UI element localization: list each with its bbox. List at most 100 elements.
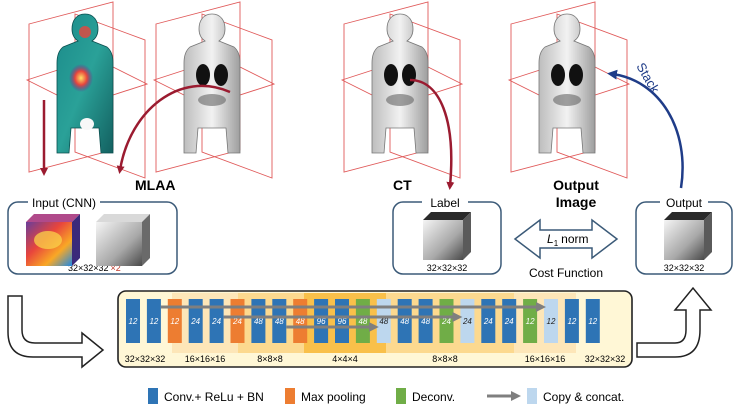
block-rect: [188, 299, 203, 343]
network-block-conv: 24: [481, 299, 496, 343]
ct-body-image: [340, 1, 464, 179]
network-block-conv: 48: [397, 299, 412, 343]
block-value: 24: [211, 317, 221, 326]
block-value: 48: [296, 317, 305, 326]
network-block-conv: 96: [335, 299, 349, 343]
mlaa-atten-body-image: [152, 1, 276, 179]
block-rect: [376, 299, 391, 343]
block-rect: [126, 299, 140, 343]
block-value: 48: [358, 317, 367, 326]
block-rect: [439, 299, 454, 343]
network-block-conv: 24: [188, 299, 203, 343]
block-rect: [209, 299, 224, 343]
network-block-conv: 48: [251, 299, 266, 343]
legend-item-conv: Conv.+ ReLu + BN: [148, 388, 264, 404]
ct-label: CT: [393, 177, 412, 193]
block-value: 48: [421, 317, 430, 326]
block-value: 48: [400, 317, 409, 326]
legend-item-deconv: Deconv.: [396, 388, 455, 404]
network-block-conv: 24: [502, 299, 517, 343]
network-block-pool: 48: [293, 299, 308, 343]
block-value: 12: [526, 317, 535, 326]
input-to-network-arrow: [7, 295, 105, 369]
network-block-conv: 12: [126, 299, 140, 343]
block-value: 96: [338, 317, 347, 326]
block-value: 48: [275, 317, 284, 326]
output-cube: [664, 212, 712, 260]
stack-arrow: [607, 69, 684, 189]
network-block-pool: 24: [230, 299, 245, 343]
ct-to-label-arrow: [409, 78, 455, 190]
block-rect: [335, 299, 349, 343]
legend-label: Copy & concat.: [543, 390, 624, 404]
network-block-copy: 24: [460, 299, 475, 343]
block-value: 48: [254, 317, 263, 326]
output-size: 32×32×32: [664, 263, 705, 273]
block-value: 12: [129, 317, 138, 326]
legend-label: Max pooling: [301, 390, 366, 404]
block-rect: [502, 299, 517, 343]
block-rect: [251, 299, 266, 343]
legend: Conv.+ ReLu + BN Max pooling Deconv. Copy &…: [148, 388, 624, 404]
block-rect: [293, 299, 308, 343]
block-value: 12: [170, 317, 179, 326]
block-rect: [355, 299, 370, 343]
network-block-pool: 12: [167, 299, 182, 343]
stage-size-label: 8×8×8: [257, 354, 283, 364]
network-block-conv: 96: [314, 299, 329, 343]
network-block-copy: 48: [376, 299, 391, 343]
block-value: 48: [379, 317, 388, 326]
legend-item-pool: Max pooling: [285, 388, 366, 404]
mlaa-label: MLAA: [135, 177, 175, 193]
block-value: 24: [232, 317, 242, 326]
network-block-copy: 12: [544, 299, 558, 343]
legend-label: Deconv.: [412, 390, 455, 404]
block-rect: [397, 299, 412, 343]
input-mlaa-cube: [96, 214, 150, 266]
network-block-conv: 24: [209, 299, 224, 343]
stage-size-label: 8×8×8: [432, 354, 458, 364]
block-rect: [167, 299, 182, 343]
network-block-deconv: 24: [439, 299, 454, 343]
body-images: [25, 1, 631, 179]
legend-swatch: [285, 388, 295, 404]
stage-size-label: 16×16×16: [525, 354, 566, 364]
block-rect: [418, 299, 433, 343]
stage-size-label: 32×32×32: [585, 354, 626, 364]
output-image-label-line1: Output: [553, 177, 599, 193]
block-value: 24: [441, 317, 451, 326]
legend-item-copy: Copy & concat.: [487, 388, 624, 404]
block-value: 24: [504, 317, 514, 326]
network-block-conv: 48: [272, 299, 287, 343]
network-block-deconv: 48: [355, 299, 370, 343]
block-rect: [146, 299, 161, 343]
legend-swatch: [396, 388, 406, 404]
block-value: 96: [317, 317, 326, 326]
output-panel-title: Output: [666, 196, 703, 210]
mlaa-to-input-arrow: [116, 84, 231, 174]
network-block-conv: 48: [418, 299, 433, 343]
input-size: 32×32×32 ×2: [68, 263, 121, 273]
mlaa-pet-body-image: [25, 1, 149, 179]
block-rect: [544, 299, 558, 343]
block-rect: [230, 299, 245, 343]
network-block-conv: 12: [585, 299, 600, 343]
output-image-label-line2: Image: [556, 194, 597, 210]
network-block-conv: 12: [564, 299, 579, 343]
network-block-conv: 12: [146, 299, 161, 343]
unet-network: 12 12 12 24 24 24 48 48 48 96 96 48 48 48 48 24 24 24 24 12…: [117, 290, 633, 368]
block-rect: [481, 299, 496, 343]
block-rect: [523, 299, 538, 343]
stage-size-label: 32×32×32: [125, 354, 166, 364]
stack-label: Stack: [633, 60, 662, 96]
l1-norm-label: L1 norm: [547, 232, 588, 248]
input-panel-title: Input (CNN): [32, 196, 96, 210]
block-value: 12: [149, 317, 158, 326]
block-rect: [585, 299, 600, 343]
block-value: 24: [190, 317, 200, 326]
label-ct-cube: [423, 212, 471, 260]
legend-swatch: [148, 388, 158, 404]
block-value: 12: [547, 317, 556, 326]
block-rect: [460, 299, 475, 343]
